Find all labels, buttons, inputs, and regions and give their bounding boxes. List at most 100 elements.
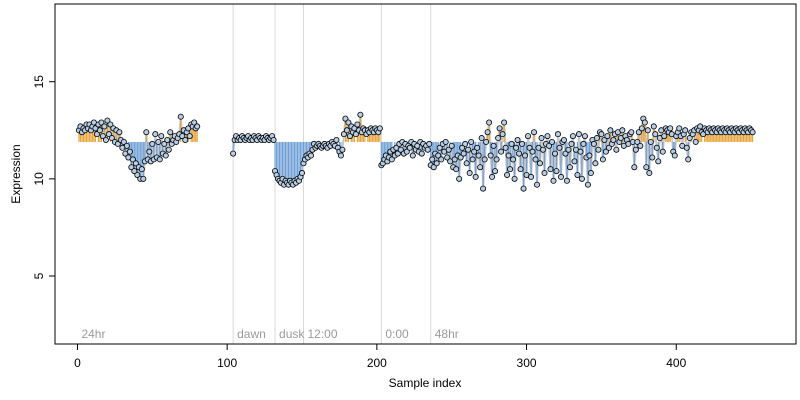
- data-point: [120, 138, 127, 145]
- data-point: [513, 144, 520, 151]
- data-point: [605, 144, 612, 151]
- data-point: [161, 140, 168, 147]
- data-point: [580, 140, 587, 147]
- data-point: [463, 160, 470, 167]
- data-point: [409, 152, 416, 159]
- data-point: [388, 156, 395, 163]
- data-point: [96, 127, 103, 134]
- data-point: [167, 129, 174, 136]
- segment-dividers: [232, 4, 432, 344]
- data-point: [457, 154, 464, 161]
- data-point: [469, 156, 476, 163]
- data-point: [566, 164, 573, 171]
- data-point: [499, 131, 506, 138]
- segment-labels: 24hr dawn dusk 12:00 0:00 48hr: [81, 327, 458, 341]
- segment-label-dusk: dusk: [279, 327, 305, 341]
- data-point: [525, 133, 532, 140]
- data-point: [532, 156, 539, 163]
- data-point: [676, 125, 683, 132]
- data-point: [424, 146, 431, 153]
- data-point: [394, 150, 401, 157]
- data-point: [143, 129, 150, 136]
- data-point: [182, 136, 189, 143]
- data-point: [643, 164, 650, 171]
- data-point: [99, 133, 106, 140]
- data-point: [671, 152, 678, 159]
- data-point: [602, 148, 609, 155]
- data-point: [683, 144, 690, 151]
- data-point: [191, 119, 198, 126]
- data-point: [164, 136, 171, 143]
- data-point: [575, 131, 582, 138]
- x-axis: 0 100 200 300 400: [74, 343, 687, 370]
- data-point: [468, 138, 475, 145]
- data-point: [354, 121, 361, 128]
- data-point: [613, 146, 620, 153]
- x-tick-label: 200: [367, 356, 387, 370]
- data-point: [517, 166, 524, 173]
- data-point: [442, 138, 449, 145]
- data-point: [569, 133, 576, 140]
- data-point: [131, 168, 138, 175]
- data-point: [510, 156, 517, 163]
- data-point: [129, 156, 136, 163]
- data-point: [581, 133, 588, 140]
- data-point: [653, 144, 660, 151]
- data-point: [604, 133, 611, 140]
- data-point: [444, 154, 451, 161]
- segment-label-48hr: 48hr: [435, 327, 459, 341]
- data-point: [146, 148, 153, 155]
- data-point: [483, 138, 490, 145]
- data-point: [333, 136, 340, 143]
- data-point: [93, 131, 100, 138]
- data-point: [516, 150, 523, 157]
- plot-frame: [54, 3, 797, 345]
- data-point: [577, 148, 584, 155]
- data-point: [114, 140, 121, 147]
- y-tick-label: 15: [32, 75, 46, 89]
- x-tick-label: 400: [666, 356, 686, 370]
- data-point: [342, 115, 349, 122]
- data-point: [492, 168, 499, 175]
- data-point: [635, 129, 642, 136]
- data-point: [414, 142, 421, 149]
- data-point: [339, 146, 346, 153]
- data-point: [528, 173, 535, 180]
- data-point: [459, 144, 466, 151]
- data-point: [644, 127, 651, 134]
- data-point: [152, 131, 159, 138]
- data-point: [544, 133, 551, 140]
- data-point: [433, 160, 440, 167]
- data-point: [481, 156, 488, 163]
- data-point: [270, 136, 277, 143]
- data-point: [550, 177, 557, 184]
- data-point: [632, 146, 639, 153]
- data-point: [749, 129, 756, 136]
- data-point: [520, 185, 527, 192]
- data-point: [514, 136, 521, 143]
- data-point: [504, 171, 511, 178]
- data-point: [352, 131, 359, 138]
- segment-label-dawn: dawn: [237, 327, 266, 341]
- data-point: [149, 140, 156, 147]
- segment-label-24hr: 24hr: [81, 327, 105, 341]
- data-point: [155, 138, 162, 145]
- data-point: [574, 171, 581, 178]
- data-point: [186, 133, 193, 140]
- data-point: [538, 135, 545, 142]
- data-point: [649, 154, 656, 161]
- data-point: [98, 119, 105, 126]
- data-point: [631, 164, 638, 171]
- data-point: [652, 131, 659, 138]
- data-point: [553, 168, 560, 175]
- data-point: [565, 146, 572, 153]
- data-point: [123, 142, 130, 149]
- data-point: [586, 152, 593, 159]
- data-point: [529, 148, 536, 155]
- data-point: [593, 135, 600, 142]
- data-point: [661, 133, 668, 140]
- data-point: [156, 156, 163, 163]
- data-point: [682, 127, 689, 134]
- segment-label-000: 0:00: [385, 327, 409, 341]
- data-point: [537, 160, 544, 167]
